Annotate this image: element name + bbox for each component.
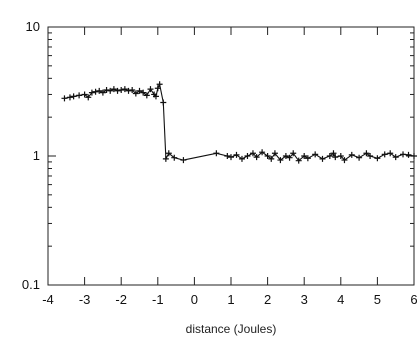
data-point	[295, 157, 302, 164]
x-tick-label: 1	[227, 292, 234, 307]
data-point	[400, 151, 407, 158]
data-point	[249, 150, 256, 157]
data-point	[110, 86, 117, 93]
data-point	[81, 91, 88, 98]
data-point	[224, 153, 231, 159]
data-point	[282, 153, 289, 159]
data-point	[326, 153, 333, 159]
data-point	[337, 153, 344, 159]
data-point	[85, 94, 92, 101]
x-tick-label: 6	[410, 292, 417, 307]
data-point	[271, 150, 278, 157]
data-point	[253, 154, 260, 161]
x-tick-label: -4	[42, 292, 54, 307]
data-point	[165, 150, 172, 157]
data-markers	[61, 81, 417, 164]
data-point	[228, 154, 234, 161]
data-point	[319, 155, 326, 162]
y-axis: 0.1 1 10	[22, 19, 414, 292]
data-point	[259, 149, 266, 156]
data-point	[132, 90, 139, 97]
data-point	[381, 151, 388, 158]
data-point	[264, 153, 271, 159]
data-point	[125, 87, 132, 94]
data-point	[70, 93, 77, 100]
data-point	[103, 86, 110, 93]
data-point	[312, 151, 319, 158]
x-tick-label: 2	[264, 292, 271, 307]
x-axis: -4 -3 -2 -1 0 1 2 3 4 5 6	[42, 27, 418, 307]
data-point	[160, 99, 167, 106]
data-point	[301, 153, 308, 159]
data-point	[61, 95, 68, 102]
x-tick-label: 0	[191, 292, 198, 307]
data-point	[96, 87, 103, 94]
data-point	[233, 151, 240, 158]
data-point	[107, 87, 114, 94]
data-point	[392, 154, 399, 161]
data-point	[268, 155, 275, 162]
data-point	[387, 150, 394, 157]
data-point	[180, 157, 187, 164]
data-point	[154, 85, 161, 92]
data-point	[162, 155, 169, 162]
data-point	[356, 154, 363, 161]
data-point	[114, 87, 121, 94]
data-point	[405, 151, 412, 158]
x-tick-label: 4	[337, 292, 344, 307]
data-point	[238, 155, 245, 162]
y-tick-label: 1	[33, 148, 40, 163]
x-tick-label: 3	[301, 292, 308, 307]
data-point	[99, 89, 106, 96]
data-point	[213, 150, 220, 157]
data-point	[88, 89, 95, 96]
x-tick-label: -2	[115, 292, 127, 307]
data-point	[143, 92, 150, 99]
data-point	[332, 154, 339, 161]
data-point	[147, 86, 154, 93]
data-point	[304, 155, 311, 162]
data-point	[121, 86, 128, 93]
data-point	[277, 157, 284, 164]
data-point	[290, 150, 297, 157]
data-point	[152, 93, 159, 100]
x-axis-label: distance (Joules)	[186, 322, 277, 336]
data-point	[140, 89, 147, 96]
data-point	[156, 81, 163, 88]
data-point	[341, 157, 348, 164]
data-point	[171, 154, 178, 161]
data-point	[66, 94, 73, 101]
data-point	[92, 88, 99, 95]
series-line	[64, 83, 415, 162]
data-point	[367, 153, 374, 159]
data-point	[76, 92, 83, 99]
data-point	[374, 155, 381, 162]
data-point	[411, 153, 417, 159]
y-tick-label: 10	[26, 19, 40, 34]
data-point	[348, 151, 355, 158]
x-tick-label: -1	[152, 292, 164, 307]
data-point	[363, 150, 370, 157]
data-point	[129, 86, 136, 93]
data-point	[136, 87, 143, 94]
data-point	[118, 86, 125, 93]
y-tick-label: 0.1	[22, 277, 40, 292]
data-point	[330, 150, 337, 157]
x-tick-label: 5	[374, 292, 381, 307]
x-tick-label: -3	[79, 292, 91, 307]
data-point	[286, 154, 293, 161]
data-point	[244, 153, 251, 159]
